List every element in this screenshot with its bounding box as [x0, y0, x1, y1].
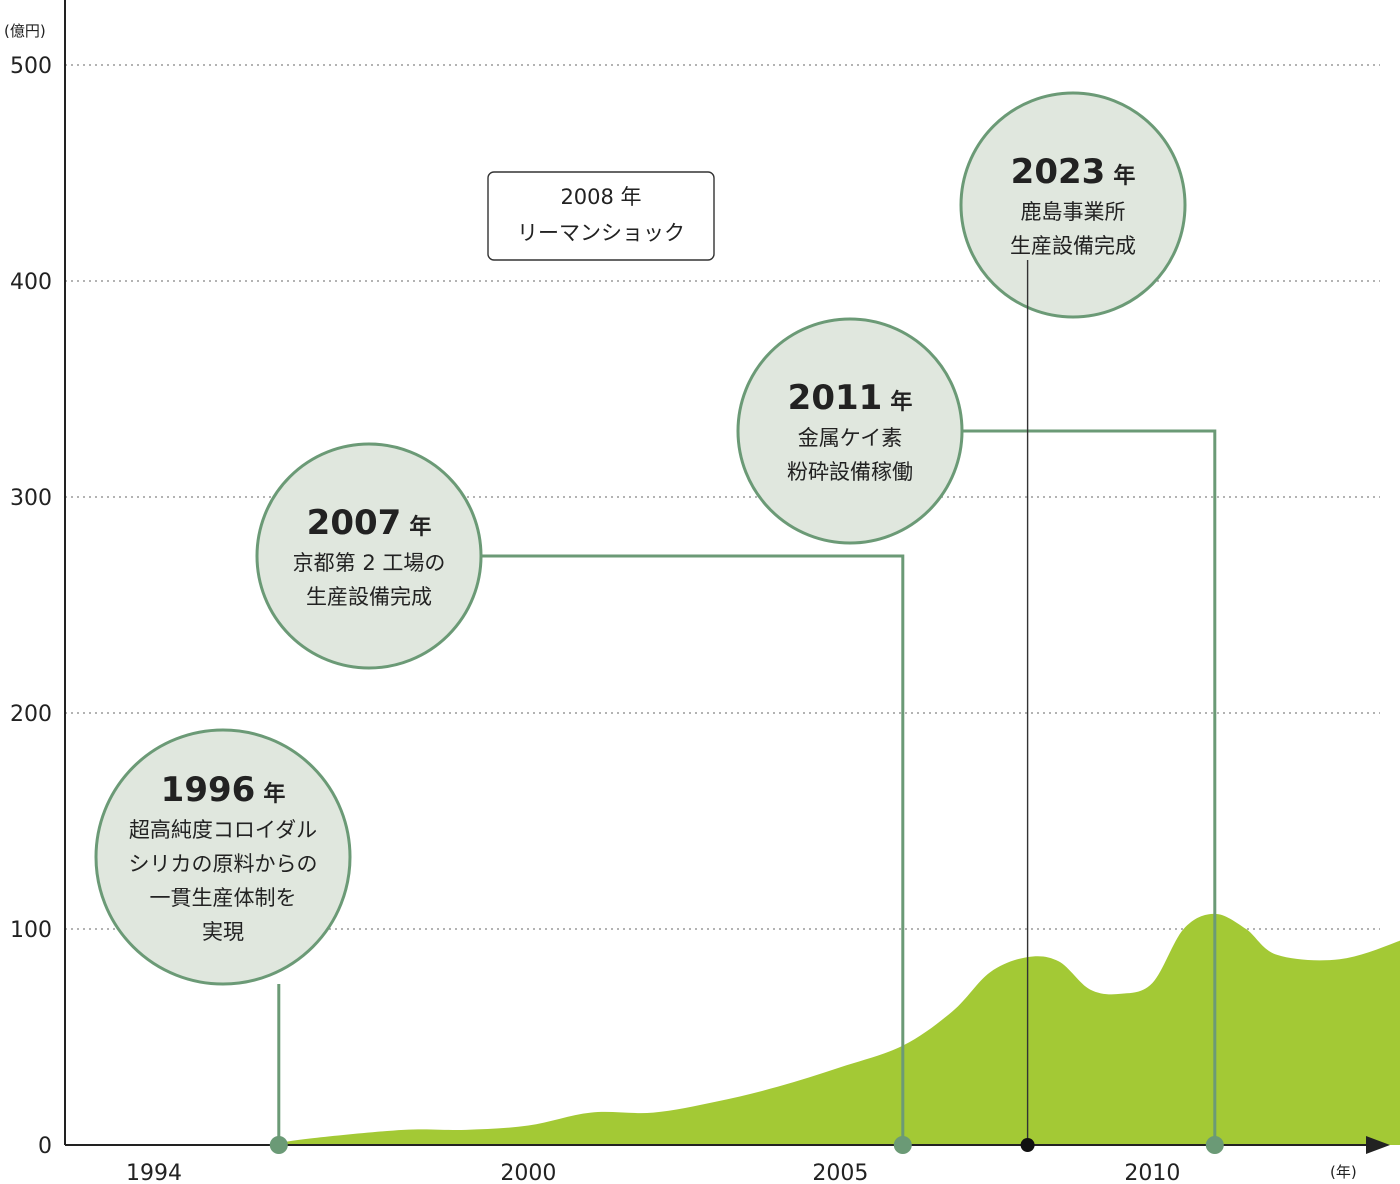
milestone-year-number: 2007	[307, 503, 402, 543]
milestone-text: 鹿島事業所	[1021, 200, 1126, 224]
x-tick-label: 2000	[500, 1161, 556, 1184]
milestone-text: 一貫生産体制を	[150, 886, 297, 910]
milestone-text: 実現	[202, 920, 244, 944]
milestone-text: 粉砕設備稼働	[787, 460, 913, 484]
milestone-text: シリカの原料からの	[129, 852, 318, 876]
x-unit-label: (年)	[1330, 1163, 1357, 1181]
milestone-bubble	[736, 317, 964, 545]
milestone-year-number: 2011	[788, 378, 883, 418]
milestone-connector	[481, 554, 905, 1145]
milestone-text: 金属ケイ素	[798, 426, 903, 450]
milestone-year: 2011 年	[788, 378, 913, 418]
y-tick-label: 0	[38, 1134, 52, 1159]
y-tick-label: 300	[10, 486, 52, 511]
milestone-marker	[269, 1136, 288, 1154]
event-marker	[1020, 1138, 1035, 1152]
y-tick-label: 500	[10, 54, 52, 79]
milestone-year-suffix: 年	[409, 514, 431, 540]
x-tick-label: 2010	[1124, 1161, 1180, 1184]
x-tick-label: 2005	[812, 1161, 868, 1184]
tick-labels: 0100200300400500199420002005201020152020…	[4, 22, 1357, 1184]
milestone-bubble	[959, 91, 1187, 319]
milestone-text: 京都第 2 工場の	[293, 551, 446, 575]
milestone-text: 生産設備完成	[1010, 234, 1136, 258]
x-tick-label: 1994	[126, 1161, 182, 1184]
milestone-text: 超高純度コロイダル	[129, 818, 317, 842]
y-tick-label: 200	[10, 702, 52, 727]
milestone-bubble	[255, 442, 483, 670]
event-text: 2008 年	[560, 185, 641, 209]
milestone-marker	[1205, 1136, 1224, 1154]
milestone-marker	[893, 1136, 912, 1154]
y-tick-label: 400	[10, 270, 52, 295]
revenue-area	[266, 913, 1400, 1145]
y-tick-label: 100	[10, 918, 52, 943]
milestone-year-suffix: 年	[263, 781, 285, 807]
milestone-year: 2007 年	[307, 503, 432, 543]
milestone-year-number: 2023	[1011, 152, 1106, 192]
event-box	[487, 171, 715, 261]
milestone-year-suffix: 年	[1113, 163, 1135, 189]
y-unit-label: (億円)	[4, 22, 46, 40]
milestone-year-number: 1996	[161, 770, 256, 810]
milestone-text: 生産設備完成	[306, 585, 432, 609]
milestone-bubble	[94, 728, 352, 986]
milestone-year: 1996 年	[161, 770, 286, 810]
milestone-year-suffix: 年	[890, 389, 912, 415]
event-text: リーマンショック	[517, 221, 685, 245]
milestone-year: 2023 年	[1011, 152, 1136, 192]
x-axis-arrow	[1366, 1136, 1390, 1154]
